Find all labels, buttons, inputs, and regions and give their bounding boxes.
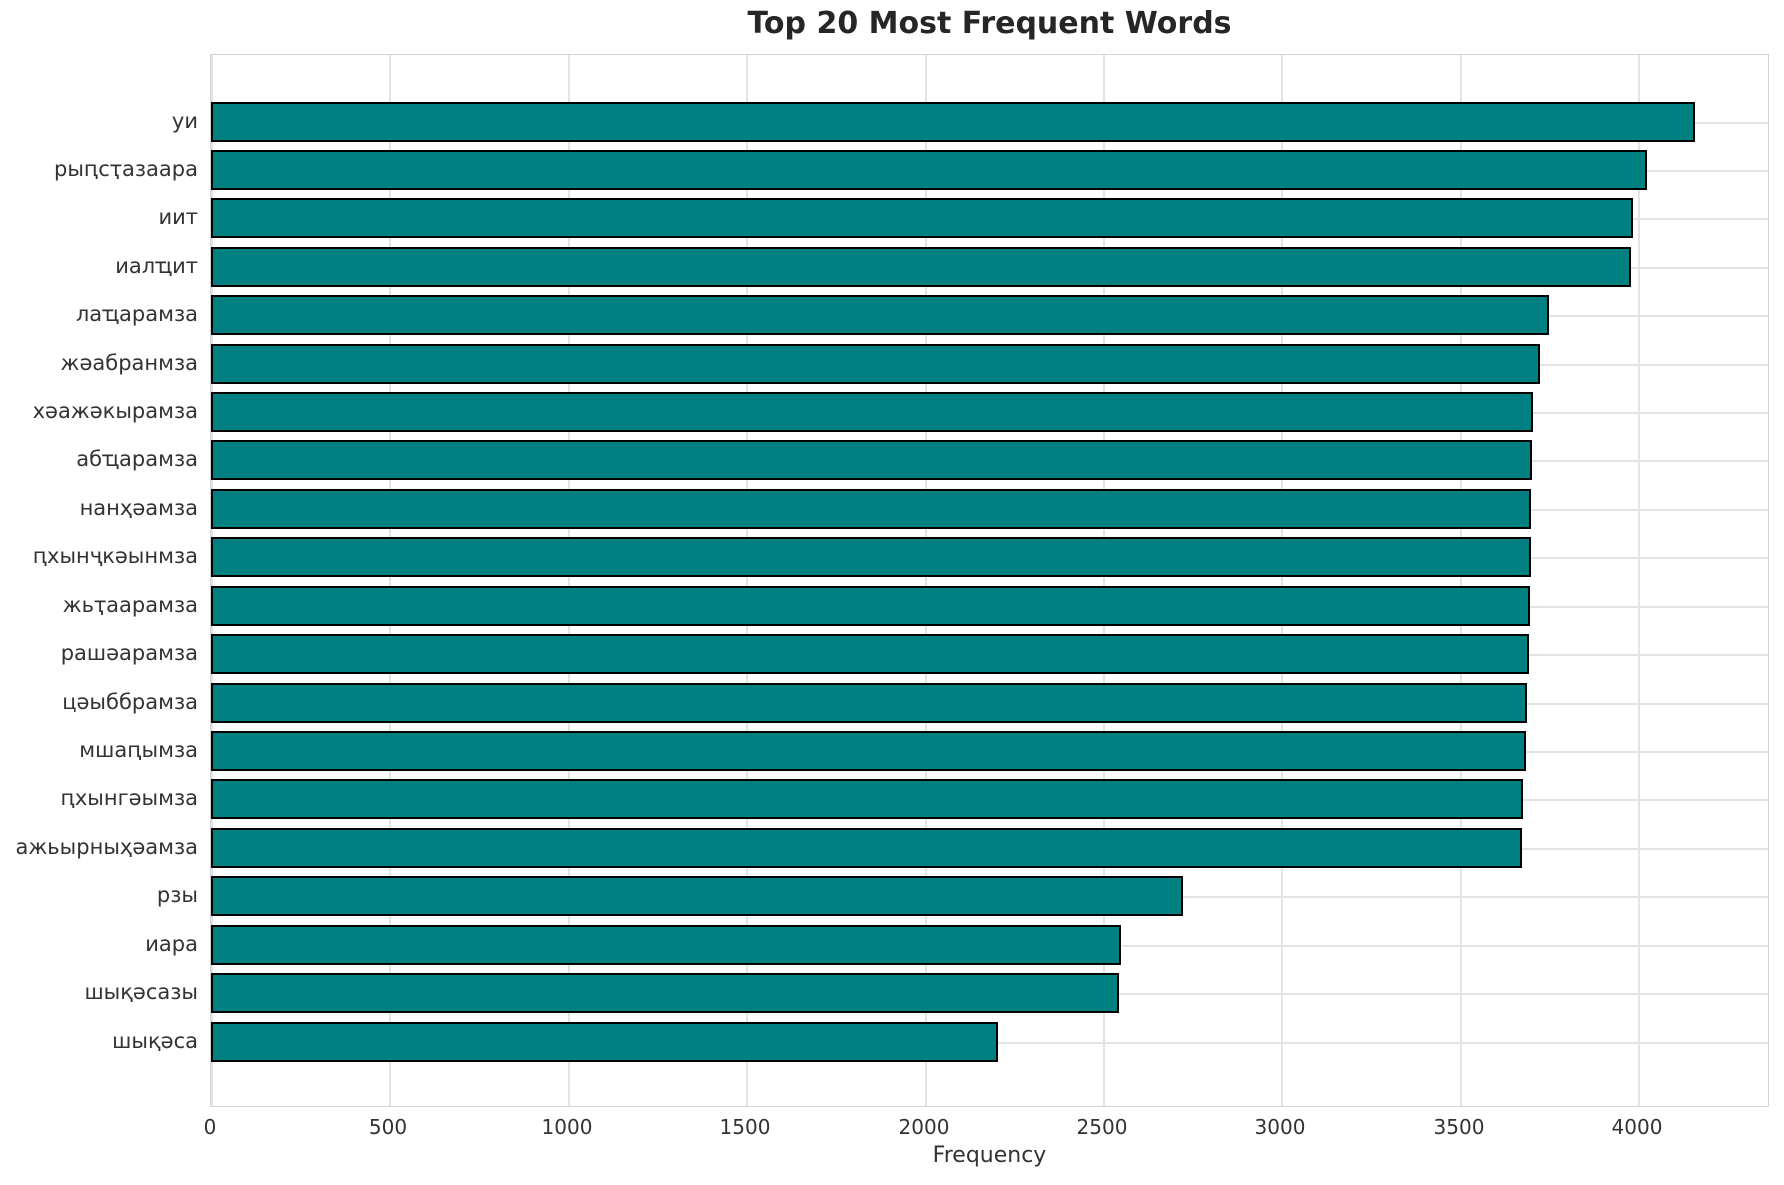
y-tick-label-иара: иара: [145, 932, 198, 956]
x-tick-label: 2500: [1076, 1115, 1128, 1139]
x-gridline-2000: [925, 55, 927, 1106]
y-tick-label-шықәсазы: шықәсазы: [84, 980, 198, 1004]
x-gridline-2500: [1103, 55, 1105, 1106]
y-tick-label-шықәса: шықәса: [112, 1029, 198, 1053]
y-tick-label-ԥхынҷкәынмза: ԥхынҷкәынмза: [32, 544, 198, 568]
x-gridline-500: [389, 55, 391, 1106]
x-gridline-0: [211, 55, 213, 1106]
bar-ажьырныҳәамза: [211, 828, 1522, 868]
plot-area: [210, 54, 1769, 1107]
y-tick-label-цәыббрамза: цәыббрамза: [62, 690, 198, 714]
y-tick-label-иалҵит: иалҵит: [115, 254, 198, 278]
bar-ԥхынгәымза: [211, 779, 1523, 819]
y-tick-label-мшаԥымза: мшаԥымза: [79, 738, 198, 762]
x-gridline-4000: [1638, 55, 1640, 1106]
bar-иалҵит: [211, 247, 1631, 287]
bar-цәыббрамза: [211, 683, 1527, 723]
x-tick-label: 3000: [1254, 1115, 1306, 1139]
x-tick-label: 3500: [1433, 1115, 1485, 1139]
y-tick-label-жьҭаарамза: жьҭаарамза: [62, 593, 198, 617]
x-axis-label: Frequency: [932, 1143, 1047, 1168]
bar-лаҵарамза: [211, 295, 1549, 335]
x-gridline-1500: [746, 55, 748, 1106]
bar-нанҳәамза: [211, 489, 1531, 529]
bar-шықәса: [211, 1022, 998, 1062]
x-gridline-3500: [1460, 55, 1462, 1106]
y-tick-label-рыԥсҭазаара: рыԥсҭазаара: [54, 157, 198, 181]
bar-шықәсазы: [211, 973, 1119, 1013]
y-tick-label-иит: иит: [158, 205, 198, 229]
x-tick-label: 0: [203, 1115, 217, 1139]
bar-жьҭаарамза: [211, 586, 1530, 626]
bar-абҵарамза: [211, 440, 1532, 480]
y-tick-label-хәажәкырамза: хәажәкырамза: [32, 399, 198, 423]
bar-мшаԥымза: [211, 731, 1526, 771]
y-tick-label-уи: уи: [171, 109, 198, 133]
x-tick-label: 4000: [1611, 1115, 1663, 1139]
y-tick-label-лаҵарамза: лаҵарамза: [75, 302, 198, 326]
bar-рзы: [211, 876, 1183, 916]
bar-уи: [211, 102, 1695, 142]
y-tick-label-ажьырныҳәамза: ажьырныҳәамза: [15, 835, 198, 859]
bar-рашәарамза: [211, 634, 1529, 674]
x-gridline-3000: [1281, 55, 1283, 1106]
x-tick-label: 1500: [719, 1115, 771, 1139]
bar-рыԥсҭазаара: [211, 150, 1647, 190]
x-tick-label: 2000: [898, 1115, 950, 1139]
chart-title: Top 20 Most Frequent Words: [747, 6, 1232, 41]
x-gridline-1000: [568, 55, 570, 1106]
y-tick-label-нанҳәамза: нанҳәамза: [79, 496, 198, 520]
y-tick-label-абҵарамза: абҵарамза: [76, 447, 198, 471]
bar-хәажәкырамза: [211, 392, 1533, 432]
bar-иит: [211, 198, 1633, 238]
x-tick-label: 500: [368, 1115, 408, 1139]
bar-иара: [211, 925, 1121, 965]
y-tick-label-ԥхынгәымза: ԥхынгәымза: [60, 786, 198, 810]
y-tick-label-жәабранмза: жәабранмза: [60, 351, 198, 375]
y-tick-label-рашәарамза: рашәарамза: [60, 641, 198, 665]
bar-ԥхынҷкәынмза: [211, 537, 1531, 577]
x-tick-label: 1000: [541, 1115, 593, 1139]
y-tick-label-рзы: рзы: [156, 883, 198, 907]
bar-жәабранмза: [211, 344, 1540, 384]
